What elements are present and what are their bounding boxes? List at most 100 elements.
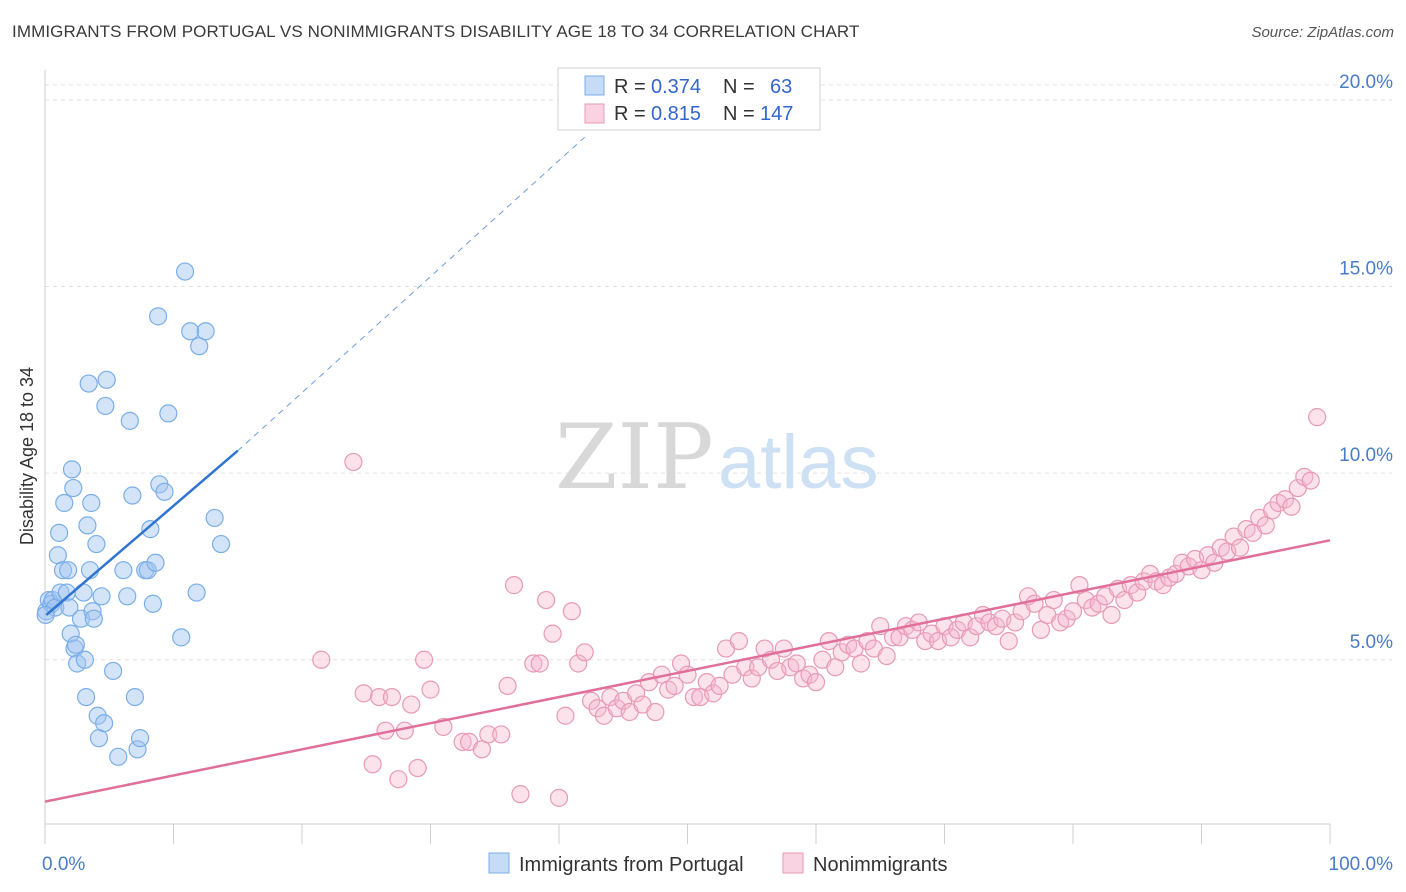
data-point-nonimmigrants [408,758,427,778]
data-point-immigrants [51,583,70,602]
data-point-immigrants [205,508,224,528]
data-point-nonimmigrants [1230,538,1250,557]
data-point-nonimmigrants [755,639,774,658]
data-point-immigrants [77,687,96,707]
data-point-immigrants [146,553,165,572]
data-point-nonimmigrants [710,676,729,695]
watermark-atlas: atlas [718,420,879,505]
chart-title: IMMIGRANTS FROM PORTUGAL VS NONIMMIGRANT… [12,22,860,41]
data-point-nonimmigrants [858,631,877,651]
data-point-nonimmigrants [1089,594,1108,613]
data-point-immigrants [143,594,163,613]
x-tick-label-min: 0.0% [42,854,85,875]
data-point-nonimmigrants [344,452,363,472]
data-point-immigrants [123,486,142,505]
data-point-immigrants [55,493,74,513]
data-point-immigrants [114,561,133,580]
data-point-immigrants [138,561,157,580]
data-point-nonimmigrants [389,770,408,789]
data-point-nonimmigrants [704,684,723,703]
data-point-immigrants [59,561,78,580]
data-point-nonimmigrants [1102,605,1121,625]
data-point-immigrants [75,650,94,669]
data-point-nonimmigrants [504,576,524,595]
data-point-immigrants [95,714,114,733]
data-point-immigrants [66,635,85,654]
watermark: ZIP atlas [555,405,879,510]
data-point-immigrants [109,747,128,766]
data-point-nonimmigrants [575,643,594,662]
data-point-nonimmigrants [382,687,402,707]
data-point-immigrants [87,534,106,554]
data-point-nonimmigrants [312,650,331,669]
data-point-immigrants [118,587,137,606]
data-point-nonimmigrants [1057,609,1076,628]
legend-r-label-2: R = [614,103,646,125]
data-point-nonimmigrants [1282,497,1301,516]
y-tick-label: 20.0% [1339,72,1393,93]
data-point-nonimmigrants [582,691,601,710]
legend-r-value-2: 0.815 [651,103,701,125]
data-point-nonimmigrants [851,654,871,673]
data-point-nonimmigrants [453,732,472,751]
data-point-immigrants [148,307,168,326]
data-point-immigrants [83,602,102,621]
data-point-nonimmigrants [421,680,440,699]
bottom-legend: Immigrants from Portugal Nonimmigrants [488,852,947,876]
y-tick-label: 5.0% [1350,632,1393,653]
data-point-immigrants [53,561,73,580]
data-point-nonimmigrants [916,631,935,651]
trend-line-nonimmigrants [44,539,1331,803]
axes [44,70,1331,844]
data-point-immigrants [60,598,79,617]
data-point-nonimmigrants [492,725,511,744]
data-point-nonimmigrants [1006,613,1025,632]
data-point-nonimmigrants [354,684,373,703]
legend-n-label-2: N = [723,103,755,125]
data-point-nonimmigrants [562,602,581,621]
data-point-immigrants [96,396,115,416]
legend-n-label-1: N = [723,76,755,98]
legend-n-value-2: 147 [760,103,793,125]
data-point-nonimmigrants [414,650,434,669]
data-point-nonimmigrants [588,699,607,718]
legend-box: R = 0.374 N = 63 R = 0.815 N = 147 [557,67,821,131]
data-point-nonimmigrants [479,725,498,744]
data-point-nonimmigrants [774,639,793,658]
series-nonimmigrants-points [312,408,1327,807]
data-point-immigrants [175,262,195,281]
data-point-immigrants [141,520,160,539]
data-point-immigrants [211,534,231,554]
data-point-immigrants [84,609,103,628]
source-label: Source: ZipAtlas.com [1251,24,1394,41]
data-point-immigrants [61,624,80,643]
data-point-nonimmigrants [569,654,588,673]
data-point-nonimmigrants [1275,490,1295,509]
data-point-nonimmigrants [1263,501,1282,520]
data-point-immigrants [50,523,69,542]
watermark-zip: ZIP [555,405,714,510]
data-point-nonimmigrants [684,687,704,707]
series-immigrants-points [36,262,231,766]
data-point-nonimmigrants [646,702,665,722]
data-point-nonimmigrants [626,684,646,703]
data-point-nonimmigrants [511,785,530,804]
data-point-immigrants [78,516,97,535]
legend-r-value-1: 0.374 [651,76,701,98]
data-point-immigrants [62,460,82,479]
data-point-immigrants [79,374,98,393]
y-axis-label: Disability Age 18 to 34 [17,367,37,545]
bottom-legend-label-pink: Nonimmigrants [813,854,947,876]
data-point-nonimmigrants [498,676,517,695]
trend-line-immigrants [45,449,239,616]
data-point-nonimmigrants [549,788,569,807]
data-point-nonimmigrants [742,669,761,688]
data-point-nonimmigrants [665,676,684,695]
data-point-nonimmigrants [370,687,389,707]
legend-r-label-1: R = [614,76,646,98]
bottom-legend-label-blue: Immigrants from Portugal [519,854,744,876]
y-tick-label: 10.0% [1339,445,1393,466]
data-point-immigrants [88,706,107,725]
data-point-immigrants [97,370,116,389]
y-tick-label: 15.0% [1339,258,1393,279]
